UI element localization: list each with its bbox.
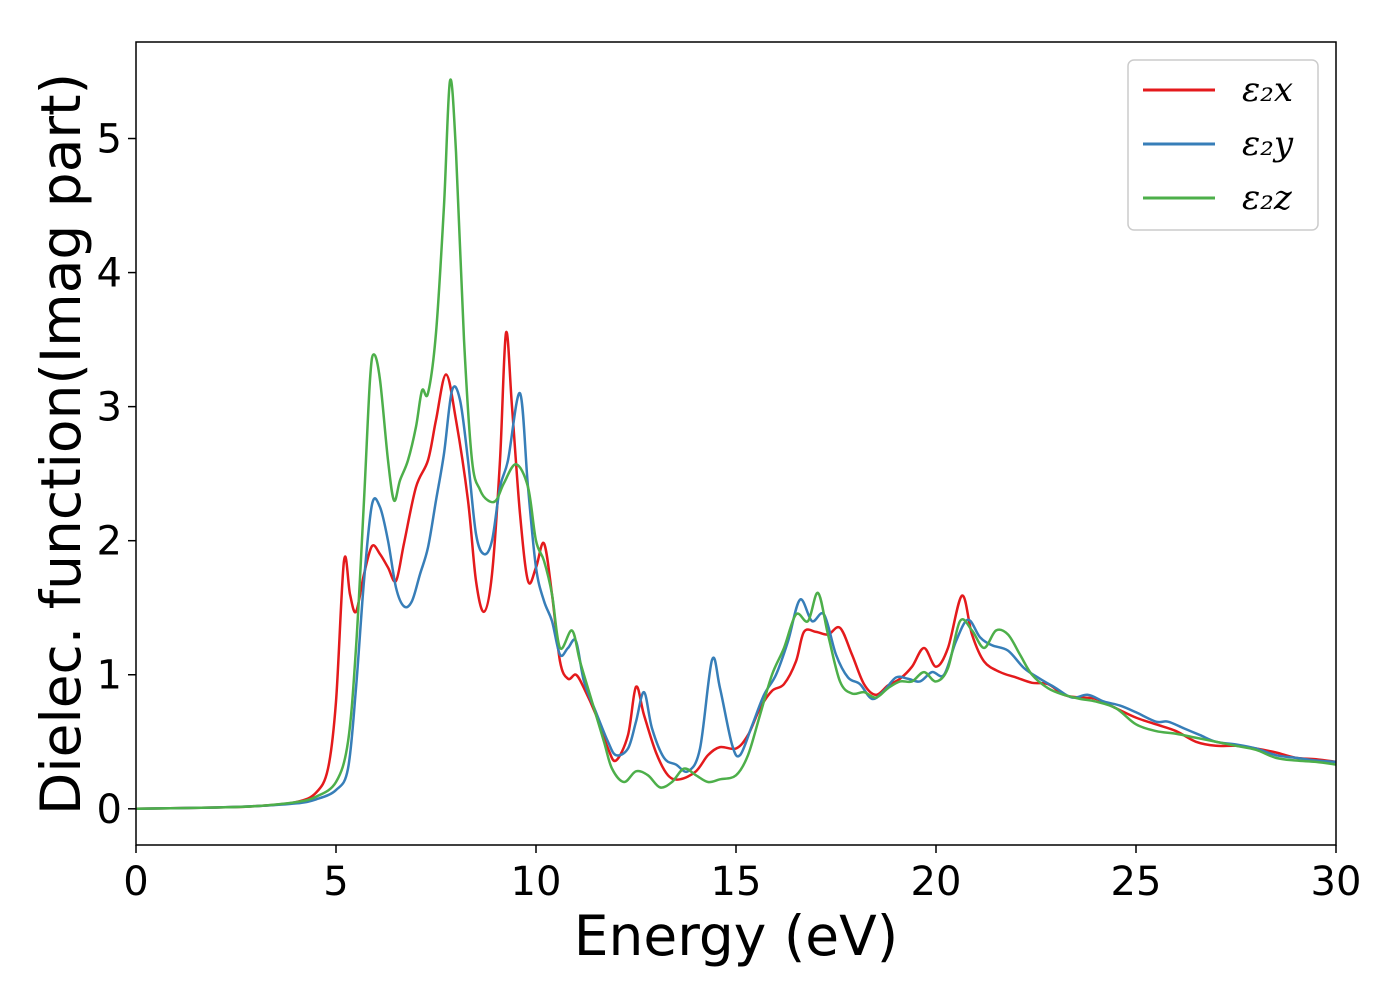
legend: ε₂x ε₂y ε₂z xyxy=(1127,59,1319,231)
series-line-3 xyxy=(136,78,1336,811)
x-axis-title: Energy (eV) xyxy=(574,904,898,968)
y-axis-title: Dielec. function(Imag part) xyxy=(29,73,93,815)
x-tick-label: 10 xyxy=(511,859,562,905)
y-tick-label: 3 xyxy=(97,385,122,431)
x-tick-label: 20 xyxy=(911,859,962,905)
legend-frame xyxy=(1127,59,1319,231)
series-line-1 xyxy=(136,330,1336,811)
y-axis: 0 1 2 3 4 5 xyxy=(97,117,136,833)
legend-label-2: ε₂y xyxy=(1242,124,1294,164)
x-tick-label: 5 xyxy=(323,859,348,905)
y-tick-label: 0 xyxy=(97,787,122,833)
y-tick-label: 4 xyxy=(97,251,122,297)
y-tick-label: 2 xyxy=(97,519,122,565)
x-axis: 0 5 10 15 20 25 30 xyxy=(123,845,1361,905)
series-layer xyxy=(136,78,1336,811)
y-tick-label: 1 xyxy=(97,653,122,699)
x-tick-label: 30 xyxy=(1311,859,1362,905)
legend-label-1: ε₂x xyxy=(1242,70,1293,110)
x-tick-label: 0 xyxy=(123,859,148,905)
legend-label-3: ε₂z xyxy=(1242,178,1293,218)
y-tick-label: 5 xyxy=(97,117,122,163)
x-tick-label: 25 xyxy=(1111,859,1162,905)
x-tick-label: 15 xyxy=(711,859,762,905)
